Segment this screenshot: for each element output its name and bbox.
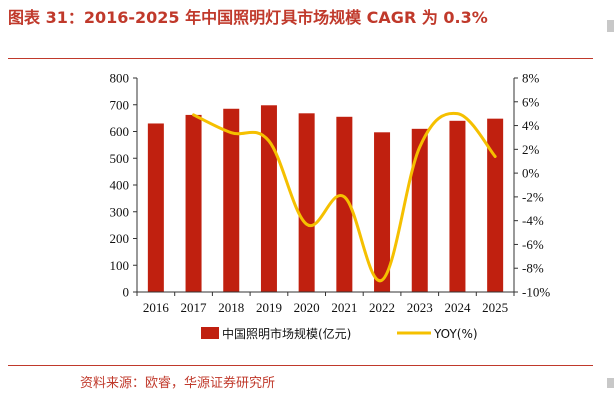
bar [185, 114, 202, 292]
bar [374, 132, 391, 292]
left-tick-label: 200 [110, 231, 130, 246]
x-tick-label: 2017 [181, 300, 208, 315]
right-tick-label: 4% [522, 118, 540, 133]
left-tick-label: 800 [110, 71, 130, 86]
x-tick-label: 2019 [256, 300, 282, 315]
right-tick-label: 2% [522, 142, 540, 157]
x-tick-label: 2020 [294, 300, 320, 315]
legend-label-bar: 中国照明市场规模(亿元) [222, 326, 351, 341]
x-tick-label: 2023 [407, 300, 433, 315]
title-rule [8, 58, 593, 59]
bar [487, 118, 504, 292]
x-axis: 2016 2017 2018 2019 2020 2021 2022 2023 2024 2025 [136, 291, 515, 315]
bar [411, 128, 428, 292]
left-tick-label: 0 [123, 285, 130, 300]
figure-title: 图表 31：2016-2025 年中国照明灯具市场规模 CAGR 为 0.3% [8, 8, 488, 27]
right-tick-label: -2% [522, 189, 544, 204]
right-tick-label: -6% [522, 237, 544, 252]
right-tick-label: 6% [522, 94, 540, 109]
legend: 中国照明市场规模(亿元) YOY(%) [201, 326, 478, 341]
source-note: 资料来源：欧睿，华源证券研究所 [80, 376, 276, 391]
bar [260, 105, 277, 292]
x-tick-label: 2022 [369, 300, 395, 315]
x-tick-label: 2025 [482, 300, 508, 315]
bar [449, 120, 466, 292]
legend-swatch-bar [201, 327, 219, 339]
bar [336, 116, 353, 292]
right-tick-label: -10% [522, 285, 550, 300]
bar [298, 113, 315, 292]
right-tick-label: 8% [522, 71, 540, 86]
edge-fragment [607, 20, 614, 32]
bar [147, 123, 164, 292]
x-tick-label: 2016 [143, 300, 170, 315]
left-tick-label: 700 [110, 97, 130, 112]
edge-fragment-bottom [607, 378, 614, 388]
yoy-series [192, 111, 497, 282]
x-tick-label: 2018 [218, 300, 244, 315]
yoy-line [192, 111, 497, 282]
left-tick-label: 600 [110, 124, 130, 139]
x-tick-label: 2021 [331, 300, 357, 315]
legend-label-line: YOY(%) [433, 327, 478, 341]
source-rule [8, 365, 593, 366]
right-tick-label: 0% [522, 166, 540, 181]
right-tick-label: -4% [522, 213, 544, 228]
left-tick-label: 400 [110, 178, 130, 193]
left-tick-label: 300 [110, 204, 130, 219]
left-tick-label: 500 [110, 151, 130, 166]
x-tick-label: 2024 [444, 300, 471, 315]
right-axis: -10% -8% -6% -4% -2% 0% 2% 4% 6% 8% [513, 71, 550, 300]
bar-series [147, 105, 504, 292]
bar [223, 108, 240, 292]
right-tick-label: -8% [522, 261, 544, 276]
left-axis: 0 100 200 300 400 500 600 700 800 [110, 71, 138, 300]
left-tick-label: 100 [110, 258, 130, 273]
